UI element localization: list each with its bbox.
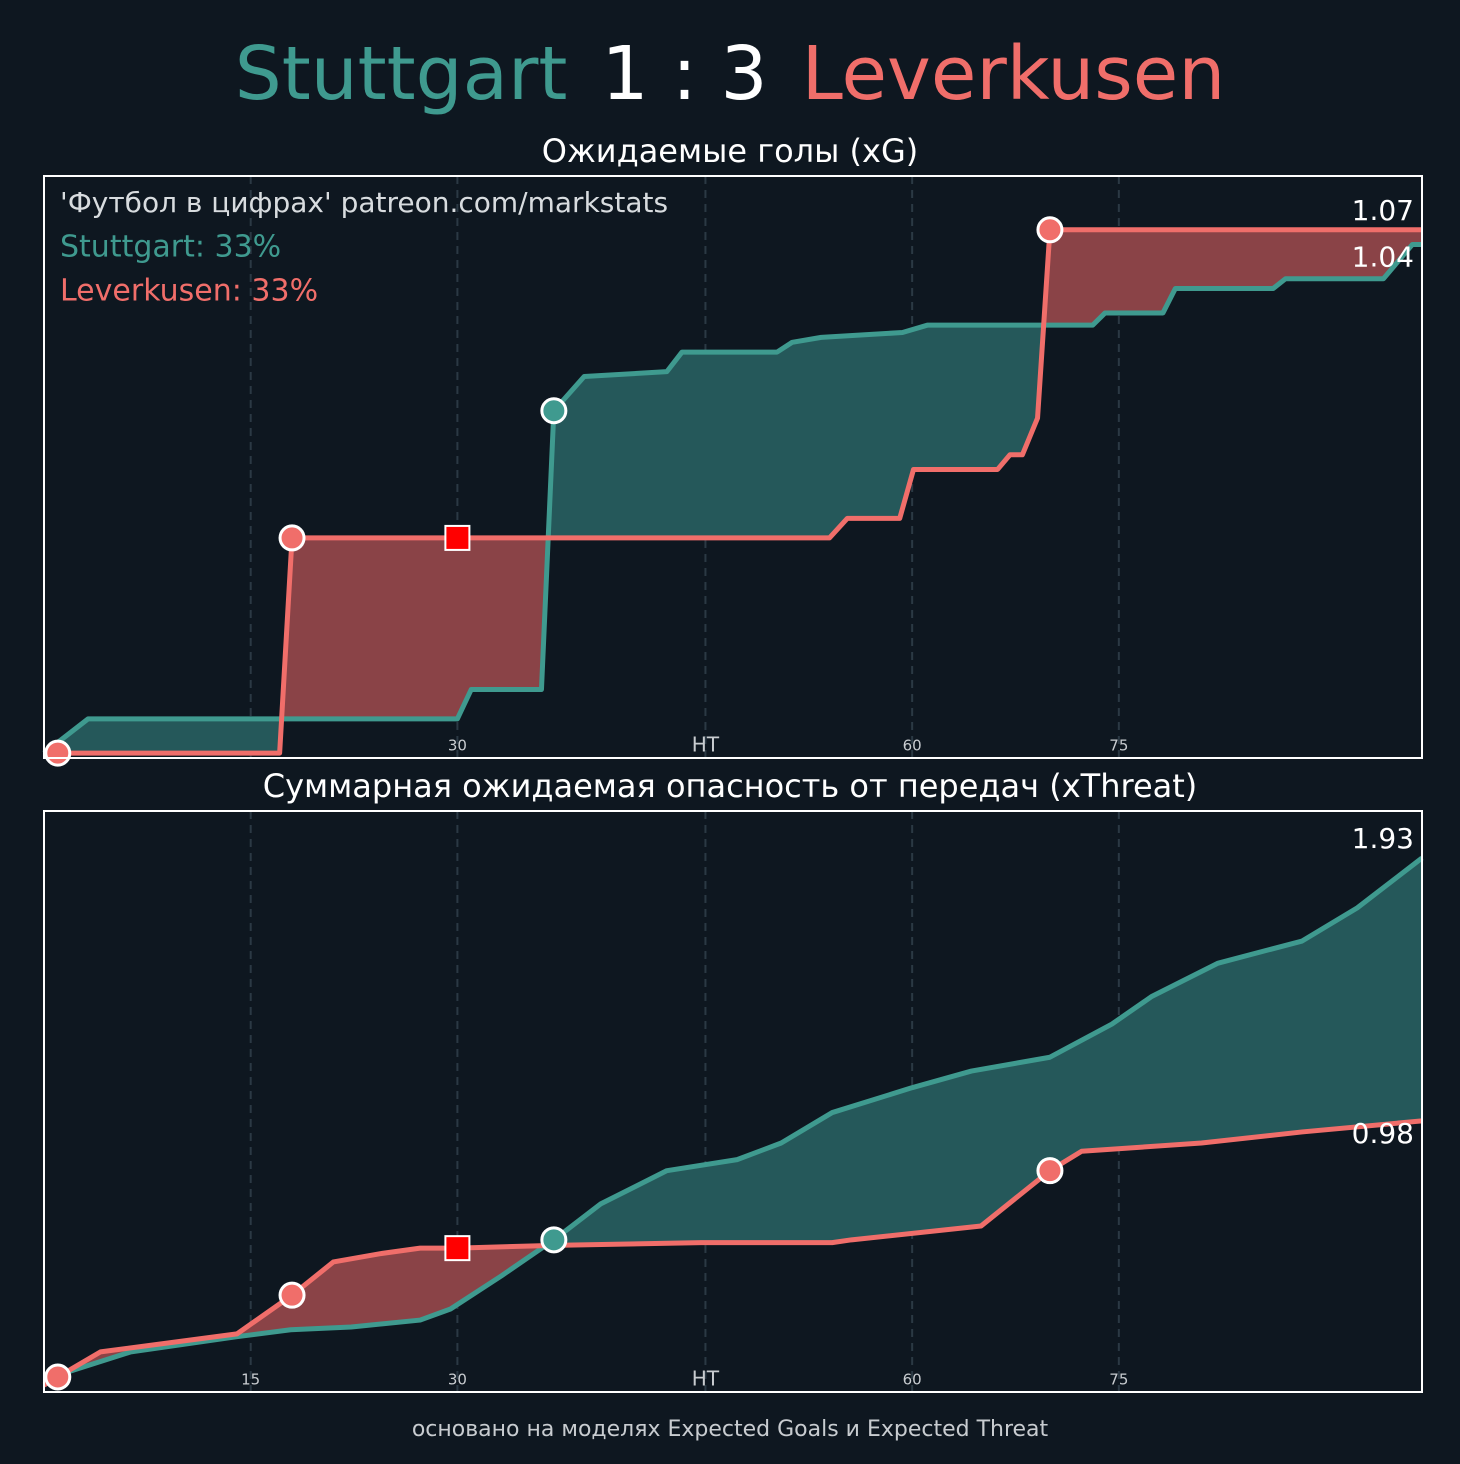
x-tick-label: HT bbox=[692, 1367, 720, 1391]
end-value-label: 1.93 bbox=[1352, 822, 1414, 855]
goal-marker bbox=[540, 1226, 568, 1254]
panel-title: Суммарная ожидаемая опасность от передач… bbox=[263, 767, 1198, 805]
panel-title: Ожидаемые голы (xG) bbox=[542, 132, 918, 170]
away-team: Leverkusen bbox=[802, 31, 1226, 117]
panel-frame bbox=[43, 175, 1423, 759]
score: 1 : 3 bbox=[601, 31, 767, 117]
goal-marker bbox=[1036, 216, 1064, 244]
x-tick-label: 15 bbox=[241, 1371, 260, 1389]
end-value-label: 1.07 bbox=[1352, 194, 1414, 227]
x-tick-label: 30 bbox=[448, 1371, 467, 1389]
goal-marker bbox=[278, 524, 306, 552]
red-card-marker bbox=[444, 524, 471, 551]
x-tick-label: 75 bbox=[1109, 1371, 1128, 1389]
annotation: 'Футбол в цифрах' patreon.com/markstats bbox=[60, 186, 668, 219]
footer-note: основано на моделях Expected Goals и Exp… bbox=[412, 1417, 1049, 1442]
x-tick-label: 60 bbox=[903, 1371, 922, 1389]
x-tick-label: HT bbox=[692, 733, 720, 757]
legend-entry: Stuttgart: 33% bbox=[60, 230, 281, 265]
legend-entry: Leverkusen: 33% bbox=[60, 274, 318, 309]
series-line bbox=[43, 856, 1424, 1382]
x-tick-label: 60 bbox=[903, 737, 922, 755]
x-tick-label: 75 bbox=[1109, 737, 1128, 755]
home-team: Stuttgart bbox=[235, 31, 568, 117]
panel-frame bbox=[43, 810, 1423, 1393]
series-line bbox=[42, 241, 1422, 756]
goal-marker bbox=[540, 397, 568, 425]
red-card-marker bbox=[444, 1235, 471, 1262]
goal-marker bbox=[44, 1363, 72, 1391]
goal-marker bbox=[44, 739, 72, 767]
goal-marker bbox=[278, 1281, 306, 1309]
end-value-label: 1.04 bbox=[1352, 240, 1414, 273]
end-value-label: 0.98 bbox=[1352, 1117, 1414, 1150]
x-tick-label: 30 bbox=[448, 737, 467, 755]
match-title: Stuttgart 1 : 3 Leverkusen bbox=[235, 31, 1226, 117]
goal-marker bbox=[1036, 1157, 1064, 1185]
